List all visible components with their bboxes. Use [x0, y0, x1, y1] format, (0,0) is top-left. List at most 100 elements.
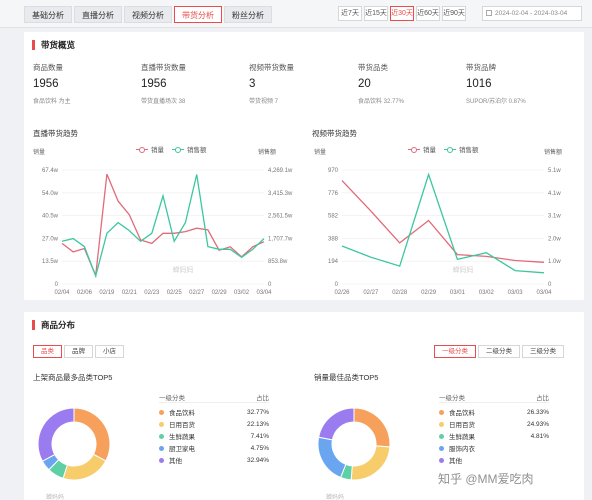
metric-label: 带货品牌: [466, 63, 496, 72]
x-tick: 03/02: [479, 290, 495, 296]
range-15d[interactable]: 近15天: [364, 6, 388, 21]
row-category: 食品饮料: [439, 407, 475, 417]
y-tick-right: 2,561.5w: [268, 214, 293, 220]
y-tick-left: 970: [328, 168, 339, 174]
y-tick-right: 4,269.1w: [268, 168, 293, 174]
table-row: 食品饮料 26.33%: [439, 406, 549, 418]
x-tick: 02/21: [122, 290, 138, 296]
metric-goods-count: 商品数量 1956 食品饮料 为主: [33, 62, 133, 105]
row-label: 食品饮料: [449, 410, 475, 417]
range-60d[interactable]: 近60天: [416, 6, 440, 21]
video-trend-chart: 970 5.1w 776 4.1w 582 3.1w 388 2.0w 194 1.0w 0 0 02/…: [328, 168, 561, 296]
live-chart-title: 直播带货趋势: [33, 129, 78, 138]
legend-revenue[interactable]: 销售额: [444, 144, 479, 154]
range-30d[interactable]: 近30天: [390, 6, 414, 21]
table-row: 生鲜蔬果 7.41%: [159, 430, 269, 442]
legend-sales[interactable]: 销量: [408, 144, 436, 154]
tab-basic[interactable]: 基础分析: [24, 6, 72, 23]
video-right-axis-title: 销售额: [544, 150, 563, 156]
site-watermark: 知乎 @MM爱吃肉: [438, 472, 534, 486]
legend-label: 销售额: [187, 147, 207, 154]
legend-dot-icon: [159, 445, 164, 451]
metric-value: 3: [249, 78, 256, 90]
y-tick-right: 2.0w: [548, 236, 561, 242]
btn-level-1[interactable]: 一级分类: [434, 345, 476, 358]
y-tick-right: 5.1w: [548, 168, 561, 174]
btn-level-2[interactable]: 二级分类: [478, 345, 520, 358]
row-share: 24.93%: [526, 420, 549, 428]
metric-label: 带货品类: [358, 63, 388, 72]
row-share: 4.81%: [530, 432, 549, 440]
metric-sub: 食品饮料 32.77%: [358, 99, 405, 105]
y-tick-left: 388: [328, 236, 339, 242]
y-tick-right: 0: [548, 282, 552, 288]
btn-shop[interactable]: 小店: [95, 345, 124, 358]
row-share: 22.13%: [246, 420, 269, 428]
donut-slice: [318, 407, 355, 441]
chart-watermark-1: 蝉妈妈: [46, 495, 65, 500]
col-category: 一级分类: [159, 395, 185, 402]
row-share: 32.94%: [246, 456, 269, 464]
tab-goods[interactable]: 带货分析: [174, 6, 222, 23]
x-tick: 02/29: [421, 290, 437, 296]
x-tick: 02/27: [363, 290, 379, 296]
series-line-sales: [341, 180, 545, 263]
series-line-sales: [61, 173, 265, 279]
legend-dot-icon: [159, 433, 164, 439]
tab-live[interactable]: 直播分析: [74, 6, 122, 23]
table-header: 一级分类 占比: [159, 392, 269, 403]
live-left-axis-title: 销量: [33, 150, 46, 156]
video-chart-title: 视频带货趋势: [312, 129, 357, 138]
legend-label: 销量: [423, 147, 436, 154]
y-tick-right: 4.1w: [548, 191, 561, 197]
metric-live-goods: 直播带货数量 1956 带货直播场次 38: [141, 62, 241, 105]
metric-value: 1016: [466, 78, 492, 90]
y-tick-left: 13.5w: [42, 259, 59, 265]
date-picker[interactable]: 2024-02-04 - 2024-03-04: [482, 6, 582, 21]
legend-sales[interactable]: 销量: [136, 144, 164, 154]
y-tick-left: 582: [328, 214, 339, 220]
metric-sub: 食品饮料 为主: [33, 99, 71, 105]
y-tick-right: 1,707.7w: [268, 236, 293, 242]
row-label: 食品饮料: [169, 410, 195, 417]
x-tick: 02/23: [144, 290, 160, 296]
list1-title: 上架商品最多品类TOP5: [33, 373, 113, 382]
range-90d[interactable]: 近90天: [442, 6, 466, 21]
x-tick: 02/04: [54, 290, 70, 296]
x-tick: 02/28: [392, 290, 408, 296]
video-legend: 销量 销售额: [408, 144, 487, 154]
btn-category[interactable]: 品类: [33, 345, 62, 358]
metric-categories: 带货品类 20 食品饮料 32.77%: [358, 62, 458, 105]
btn-brand[interactable]: 品牌: [64, 345, 93, 358]
y-tick-left: 0: [335, 282, 339, 288]
date-range-text: 2024-02-04 - 2024-03-04: [495, 10, 568, 17]
legend-line-icon: [444, 146, 456, 153]
tab-video[interactable]: 视频分析: [124, 6, 172, 23]
legend-label: 销量: [151, 147, 164, 154]
legend-revenue[interactable]: 销售额: [172, 144, 207, 154]
row-category: 生鲜蔬果: [439, 431, 475, 441]
tab-fans[interactable]: 粉丝分析: [224, 6, 272, 23]
video-left-axis-title: 销量: [314, 150, 327, 156]
row-category: 食品饮料: [159, 407, 195, 417]
live-legend: 销量 销售额: [136, 144, 215, 154]
row-share: 26.33%: [526, 408, 549, 416]
series-line-revenue: [61, 174, 265, 279]
metric-sub: 带货直播场次 38: [141, 99, 186, 105]
row-category: 日用百货: [439, 419, 475, 429]
x-tick: 02/26: [334, 290, 350, 296]
calendar-icon: [486, 10, 492, 16]
y-tick-right: 3,415.3w: [268, 191, 293, 197]
btn-level-3[interactable]: 三级分类: [522, 345, 564, 358]
date-range-buttons: 近7天 近15天 近30天 近60天 近90天: [338, 6, 468, 21]
live-right-axis-title: 销售额: [258, 150, 277, 156]
x-tick: 02/27: [189, 290, 205, 296]
overview-title: 带货概览: [32, 40, 75, 50]
range-7d[interactable]: 近7天: [338, 6, 362, 21]
x-tick: 03/04: [536, 290, 552, 296]
distribution-title: 商品分布: [32, 320, 75, 330]
y-tick-right: 0: [268, 282, 272, 288]
category-donut-chart: [37, 407, 111, 481]
row-category: 生鲜蔬果: [159, 431, 195, 441]
y-tick-right: 3.1w: [548, 214, 561, 220]
